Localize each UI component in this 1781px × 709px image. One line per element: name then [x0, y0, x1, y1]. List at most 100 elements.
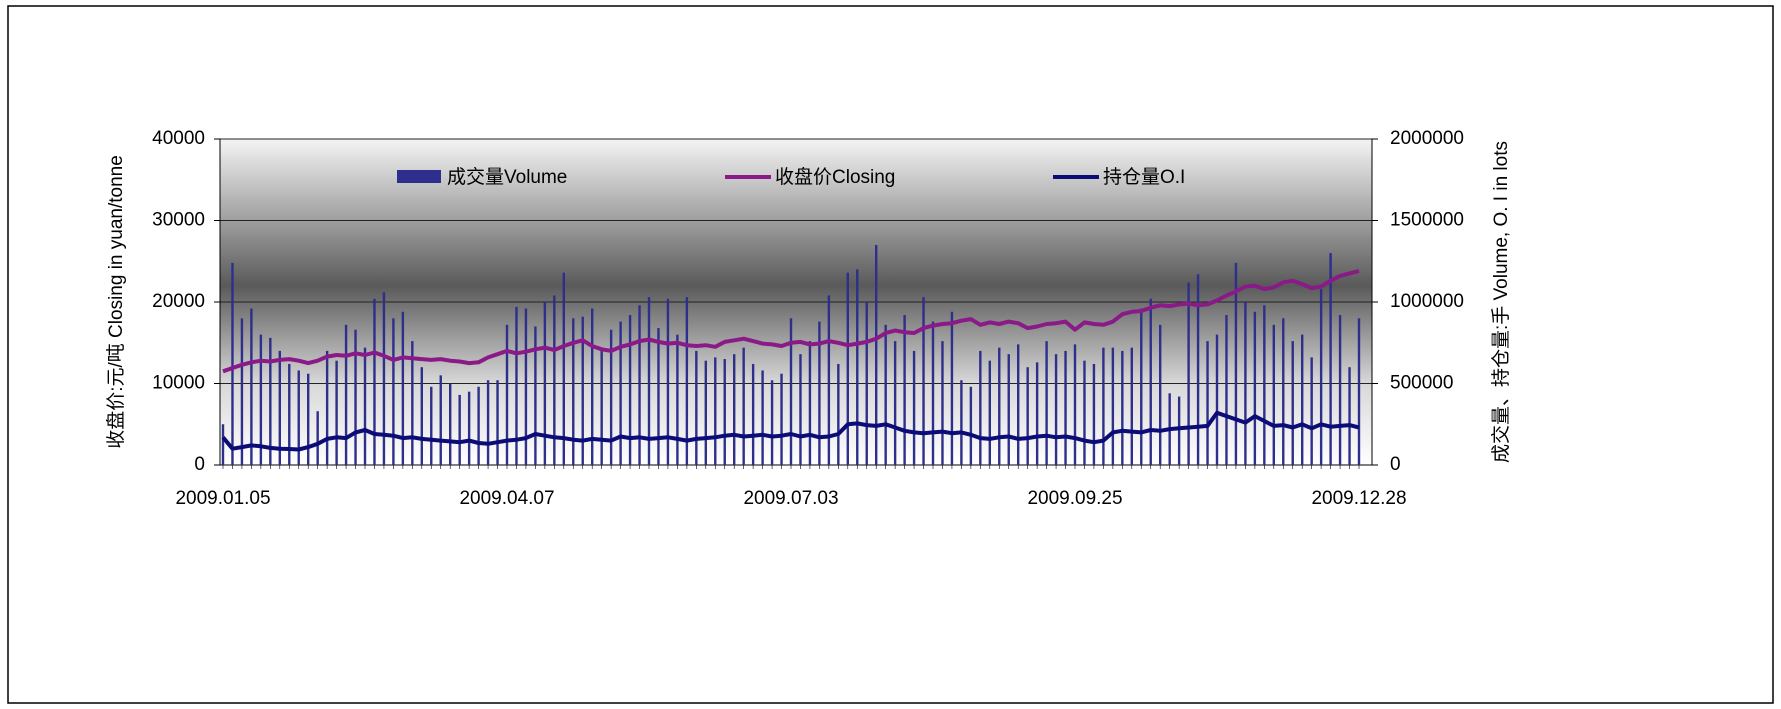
line: [222, 269, 1360, 374]
bar: [269, 337, 272, 465]
bar: [1177, 396, 1181, 465]
bar: [382, 292, 386, 465]
bar: [591, 308, 594, 465]
bar: [818, 321, 821, 465]
bar: [1083, 360, 1086, 465]
bar: [742, 347, 745, 465]
bar: [733, 354, 736, 465]
bar: [799, 354, 802, 465]
x-tick-label: 2009.09.25: [1027, 488, 1122, 509]
bar: [1064, 350, 1067, 465]
bar: [430, 386, 433, 465]
bar: [988, 360, 991, 465]
bar: [1282, 318, 1285, 465]
bar: [411, 341, 414, 465]
bar: [657, 328, 660, 465]
bar: [856, 269, 859, 465]
bar: [1073, 344, 1077, 465]
bar: [893, 341, 897, 465]
bar: [515, 306, 518, 465]
bar: [666, 298, 670, 465]
x-tick-label: 2009.12.28: [1311, 488, 1406, 509]
bar: [969, 386, 973, 465]
bar: [1329, 253, 1332, 465]
bar: [581, 316, 584, 465]
bar: [619, 321, 622, 465]
bar: [600, 347, 603, 465]
bar: [505, 324, 509, 465]
bar: [458, 394, 461, 465]
bar: [1111, 347, 1115, 465]
bar: [477, 386, 480, 465]
bar: [1026, 367, 1029, 465]
bar: [354, 329, 357, 465]
y-axis-label: 收盘价:元/吨 Closing in yuan/tonne: [105, 155, 127, 449]
bar: [1215, 334, 1219, 465]
legend-label: 持仓量O.I: [1103, 166, 1185, 188]
bar: [875, 244, 878, 465]
bar: [335, 360, 338, 465]
legend-swatch: [397, 170, 441, 183]
bar: [278, 350, 281, 465]
bar: [221, 424, 225, 465]
bar: [1253, 311, 1257, 465]
bar: [363, 347, 367, 465]
y2-axis-label: 成交量、持仓量:手 Volume, O. I in lots: [1490, 141, 1512, 463]
bar: [998, 347, 1001, 465]
bar: [449, 383, 452, 465]
bar: [837, 363, 840, 465]
bar: [1348, 367, 1351, 465]
bar: [439, 375, 442, 465]
bar: [344, 324, 348, 465]
bar: [723, 359, 726, 465]
bar: [770, 380, 774, 465]
bar: [751, 363, 755, 465]
y-tick-label: 10000: [152, 373, 205, 394]
bar: [1130, 347, 1133, 465]
bar: [534, 326, 537, 465]
bar: [467, 391, 471, 465]
bar: [704, 360, 707, 465]
bar: [373, 298, 376, 465]
bar: [1159, 324, 1162, 465]
bar: [685, 297, 689, 465]
bar: [761, 370, 764, 465]
bar: [695, 350, 698, 465]
bar: [676, 334, 679, 465]
bar: [325, 350, 329, 465]
bar: [979, 350, 982, 465]
y2-tick-label: 500000: [1390, 373, 1453, 394]
bar: [316, 411, 319, 465]
bar: [808, 341, 812, 465]
bar: [1017, 344, 1020, 465]
bar: [950, 311, 954, 465]
bar: [1149, 298, 1152, 465]
bar: [789, 318, 793, 465]
bar: [865, 302, 868, 465]
bar: [420, 367, 423, 465]
bar: [392, 318, 395, 465]
bar: [638, 305, 641, 465]
bar: [231, 262, 234, 465]
x-tick-label: 2009.04.07: [459, 488, 554, 509]
bar: [1234, 262, 1238, 465]
bar: [1102, 347, 1105, 465]
bar: [846, 272, 849, 465]
bar: [288, 363, 291, 465]
bar: [1035, 362, 1039, 465]
bar: [1092, 363, 1096, 465]
bar: [941, 341, 944, 465]
bar: [1007, 354, 1010, 465]
bar: [297, 370, 300, 465]
bar: [903, 315, 906, 465]
legend-label: 成交量Volume: [447, 166, 567, 188]
bar: [780, 373, 783, 465]
x-tick-label: 2009.01.05: [175, 488, 270, 509]
bar: [1140, 308, 1143, 465]
bar: [1121, 350, 1124, 465]
bar: [1338, 315, 1342, 465]
bar: [1301, 334, 1304, 465]
bar: [1244, 302, 1247, 465]
bar: [884, 324, 887, 465]
bar: [1310, 357, 1313, 465]
